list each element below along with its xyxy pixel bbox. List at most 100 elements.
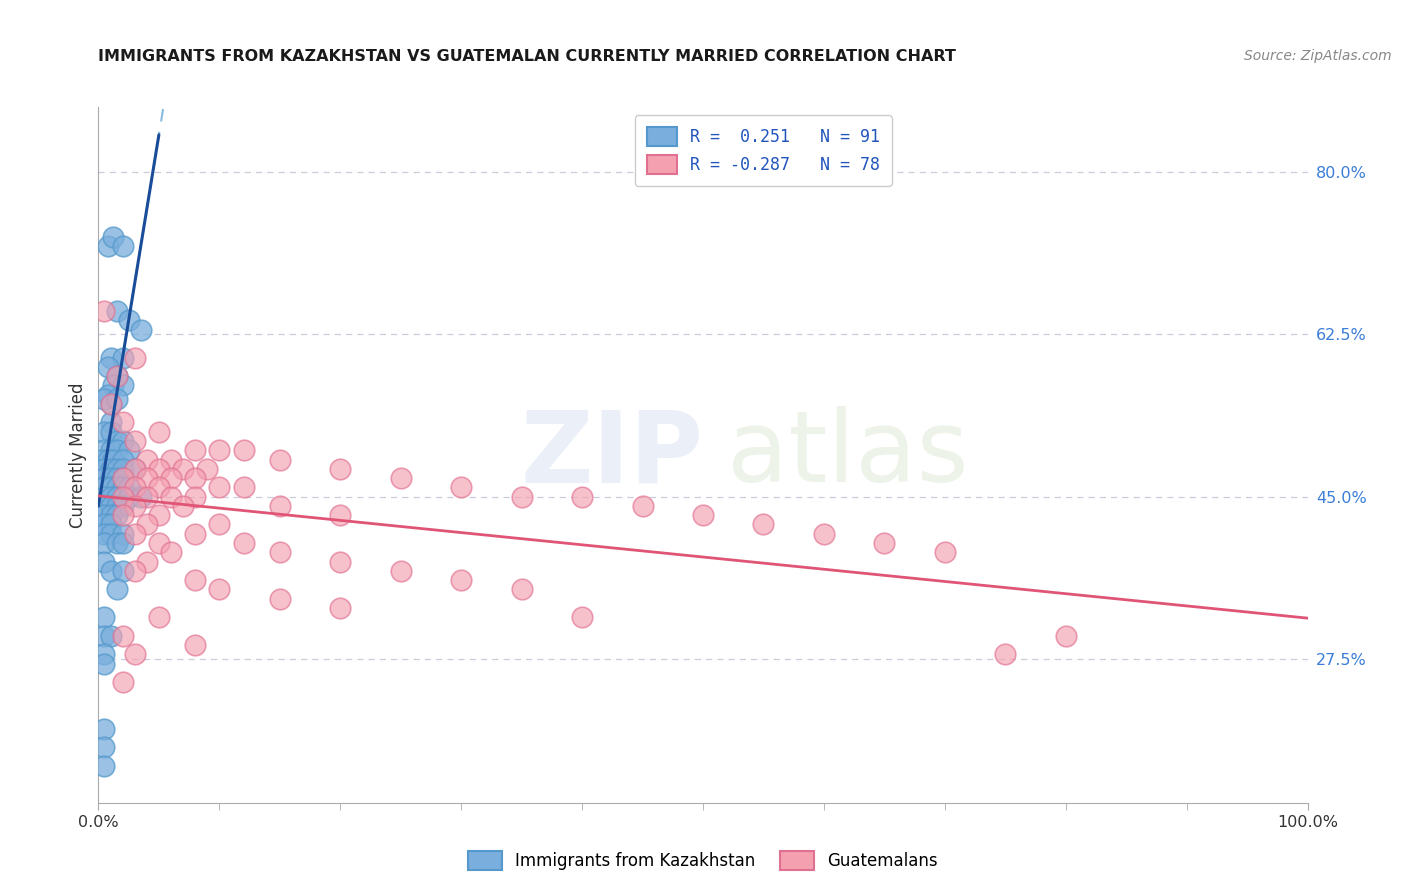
Point: [111, 536, 134, 550]
Point: [111, 675, 134, 690]
Point: [91, 452, 114, 467]
Point: [148, 610, 170, 624]
Point: [111, 462, 134, 476]
Point: [93, 610, 115, 624]
Point: [100, 425, 122, 439]
Point: [93, 508, 115, 523]
Point: [195, 462, 218, 476]
Point: [100, 564, 122, 578]
Point: [93, 443, 115, 458]
Point: [135, 517, 157, 532]
Point: [100, 397, 122, 411]
Point: [124, 564, 146, 578]
Point: [105, 462, 128, 476]
Point: [208, 517, 231, 532]
Text: atlas: atlas: [727, 407, 969, 503]
Point: [111, 526, 134, 541]
Point: [232, 536, 254, 550]
Point: [124, 480, 146, 494]
Point: [269, 452, 291, 467]
Point: [97, 359, 120, 374]
Point: [111, 471, 134, 485]
Point: [813, 526, 835, 541]
Point: [100, 462, 122, 476]
Point: [100, 508, 122, 523]
Point: [172, 462, 194, 476]
Point: [148, 536, 170, 550]
Point: [100, 499, 122, 513]
Point: [135, 490, 157, 504]
Point: [105, 392, 128, 407]
Point: [148, 425, 170, 439]
Point: [93, 536, 115, 550]
Point: [329, 555, 352, 569]
Point: [93, 657, 115, 671]
Point: [111, 416, 134, 430]
Point: [269, 591, 291, 606]
Point: [129, 323, 152, 337]
Point: [100, 490, 122, 504]
Point: [93, 471, 115, 485]
Point: [93, 490, 115, 504]
Point: [93, 425, 115, 439]
Point: [111, 499, 134, 513]
Point: [184, 471, 207, 485]
Point: [873, 536, 896, 550]
Point: [97, 452, 120, 467]
Point: [172, 499, 194, 513]
Point: [93, 555, 115, 569]
Point: [1054, 629, 1077, 643]
Point: [208, 443, 231, 458]
Point: [148, 508, 170, 523]
Point: [93, 648, 115, 662]
Point: [934, 545, 956, 559]
Point: [135, 452, 157, 467]
Point: [160, 545, 183, 559]
Point: [329, 508, 352, 523]
Point: [100, 629, 122, 643]
Point: [184, 526, 207, 541]
Point: [97, 239, 120, 253]
Point: [118, 490, 141, 504]
Point: [93, 462, 115, 476]
Point: [184, 638, 207, 652]
Point: [100, 397, 122, 411]
Point: [329, 601, 352, 615]
Point: [148, 480, 170, 494]
Point: [101, 378, 124, 392]
Point: [105, 480, 128, 494]
Point: [124, 462, 146, 476]
Point: [269, 499, 291, 513]
Point: [111, 508, 134, 523]
Point: [97, 387, 120, 401]
Y-axis label: Currently Married: Currently Married: [69, 382, 87, 528]
Text: ZIP: ZIP: [520, 407, 703, 503]
Point: [124, 648, 146, 662]
Point: [208, 480, 231, 494]
Point: [111, 434, 134, 448]
Point: [93, 304, 115, 318]
Point: [93, 499, 115, 513]
Point: [111, 490, 134, 504]
Point: [111, 564, 134, 578]
Point: [100, 517, 122, 532]
Point: [118, 313, 141, 327]
Point: [118, 480, 141, 494]
Point: [160, 452, 183, 467]
Point: [105, 508, 128, 523]
Point: [124, 499, 146, 513]
Point: [124, 351, 146, 365]
Point: [105, 369, 128, 384]
Point: [184, 490, 207, 504]
Legend: R =  0.251   N = 91, R = -0.287   N = 78: R = 0.251 N = 91, R = -0.287 N = 78: [636, 115, 891, 186]
Point: [329, 462, 352, 476]
Point: [105, 536, 128, 550]
Point: [184, 443, 207, 458]
Point: [269, 545, 291, 559]
Point: [105, 304, 128, 318]
Point: [93, 629, 115, 643]
Point: [105, 499, 128, 513]
Point: [101, 452, 124, 467]
Point: [100, 416, 122, 430]
Point: [105, 369, 128, 384]
